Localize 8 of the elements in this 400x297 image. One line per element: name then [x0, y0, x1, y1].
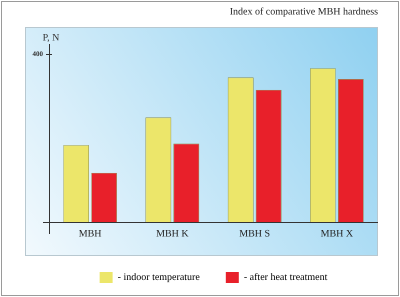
legend-label: - indoor temperature	[118, 272, 200, 284]
legend-label: - after heat treatment	[244, 272, 328, 284]
chart-title: Index of comparative MBH hardness	[230, 6, 378, 18]
x-tick-label: MBH S	[239, 228, 270, 240]
x-tick-label: MBH	[78, 228, 102, 240]
x-tick-label: MBH X	[320, 228, 354, 240]
y-axis-title: P, N	[42, 32, 60, 44]
x-tick-label: MBH K	[156, 228, 190, 240]
